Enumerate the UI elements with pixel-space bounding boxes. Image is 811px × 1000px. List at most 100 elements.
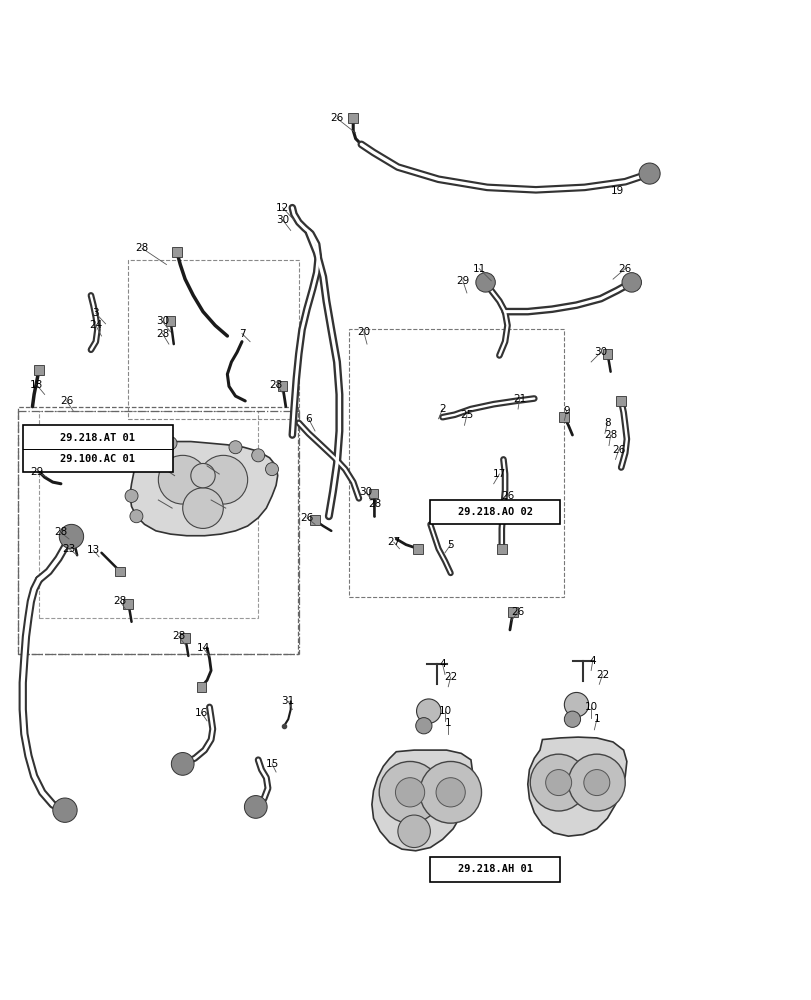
Circle shape: [545, 770, 571, 796]
Circle shape: [244, 796, 267, 818]
Text: 10: 10: [438, 706, 451, 716]
Text: 31: 31: [281, 696, 294, 706]
Text: 4: 4: [439, 659, 445, 669]
Bar: [180, 633, 190, 643]
Text: 28: 28: [114, 596, 127, 606]
Bar: [18, 407, 298, 654]
Text: 26: 26: [618, 264, 631, 274]
Circle shape: [59, 524, 84, 549]
Text: 26: 26: [511, 607, 524, 617]
Circle shape: [416, 699, 440, 723]
Bar: [559, 412, 569, 422]
Circle shape: [144, 441, 157, 454]
Text: 5: 5: [447, 540, 453, 550]
Text: 28: 28: [156, 329, 169, 339]
Text: 19: 19: [610, 186, 623, 196]
Text: 28: 28: [172, 631, 185, 641]
Text: 30: 30: [594, 347, 607, 357]
Text: 25: 25: [460, 410, 473, 420]
Text: 20: 20: [357, 327, 370, 337]
Text: 13: 13: [87, 545, 100, 555]
Bar: [67, 529, 76, 539]
Circle shape: [621, 273, 641, 292]
Text: 1: 1: [593, 714, 599, 724]
Circle shape: [182, 488, 223, 528]
Circle shape: [158, 455, 207, 504]
Polygon shape: [130, 442, 277, 536]
Circle shape: [638, 163, 659, 184]
Circle shape: [564, 711, 580, 727]
Text: 18: 18: [30, 380, 43, 390]
Bar: [172, 247, 182, 257]
Text: 26: 26: [330, 113, 343, 123]
Text: 15: 15: [265, 759, 278, 769]
Bar: [115, 567, 125, 576]
Bar: [616, 396, 625, 406]
Text: 21: 21: [513, 393, 526, 403]
Circle shape: [419, 761, 481, 823]
Text: 8: 8: [603, 418, 610, 428]
Bar: [39, 411, 258, 618]
Polygon shape: [371, 750, 472, 851]
Text: 28: 28: [135, 243, 148, 253]
Circle shape: [265, 463, 278, 476]
Circle shape: [125, 489, 138, 502]
Bar: [508, 607, 517, 617]
Circle shape: [229, 441, 242, 454]
Circle shape: [191, 463, 215, 488]
Circle shape: [164, 437, 177, 450]
Text: 2: 2: [439, 404, 445, 414]
Bar: [496, 544, 506, 554]
Text: 28: 28: [603, 430, 616, 440]
Text: 29: 29: [30, 467, 43, 477]
Text: 10: 10: [584, 702, 597, 712]
Circle shape: [251, 449, 264, 462]
Bar: [196, 682, 206, 692]
Text: 29.218.AO 02: 29.218.AO 02: [457, 507, 532, 517]
Text: 12: 12: [276, 203, 289, 213]
Circle shape: [530, 754, 586, 811]
Text: 24: 24: [89, 320, 102, 330]
Circle shape: [199, 455, 247, 504]
Circle shape: [568, 754, 624, 811]
Text: 7: 7: [238, 329, 245, 339]
Circle shape: [415, 718, 431, 734]
Text: 3: 3: [92, 308, 99, 318]
Bar: [602, 349, 611, 359]
Bar: [128, 260, 298, 419]
Circle shape: [564, 692, 588, 717]
Text: 16: 16: [195, 708, 208, 718]
Text: 17: 17: [492, 469, 505, 479]
Circle shape: [171, 753, 194, 775]
Bar: [165, 316, 175, 326]
Text: 26: 26: [300, 513, 313, 523]
Bar: [34, 365, 44, 375]
Bar: [349, 329, 564, 597]
Text: 28: 28: [54, 527, 67, 537]
Text: 23: 23: [62, 544, 75, 554]
Text: 26: 26: [500, 491, 513, 501]
Text: 28: 28: [269, 380, 282, 390]
Text: 26: 26: [60, 396, 73, 406]
Bar: [123, 599, 133, 609]
Text: 29.218.AH 01: 29.218.AH 01: [457, 864, 532, 874]
Circle shape: [53, 798, 77, 822]
Text: 29.218.AT 01: 29.218.AT 01: [60, 433, 135, 443]
Text: 11: 11: [472, 264, 485, 274]
Text: 30: 30: [358, 487, 371, 497]
Bar: [277, 381, 287, 391]
Bar: [310, 515, 320, 525]
Circle shape: [395, 778, 424, 807]
Polygon shape: [527, 737, 626, 836]
Text: 30: 30: [276, 215, 289, 225]
Text: 22: 22: [444, 672, 457, 682]
Bar: [413, 544, 423, 554]
Text: 22: 22: [595, 670, 608, 680]
Text: 29: 29: [456, 276, 469, 286]
Text: 14: 14: [196, 643, 209, 653]
Text: 6: 6: [305, 414, 311, 424]
Circle shape: [583, 770, 609, 796]
Bar: [368, 489, 378, 498]
Text: 28: 28: [368, 499, 381, 509]
Circle shape: [130, 510, 143, 523]
